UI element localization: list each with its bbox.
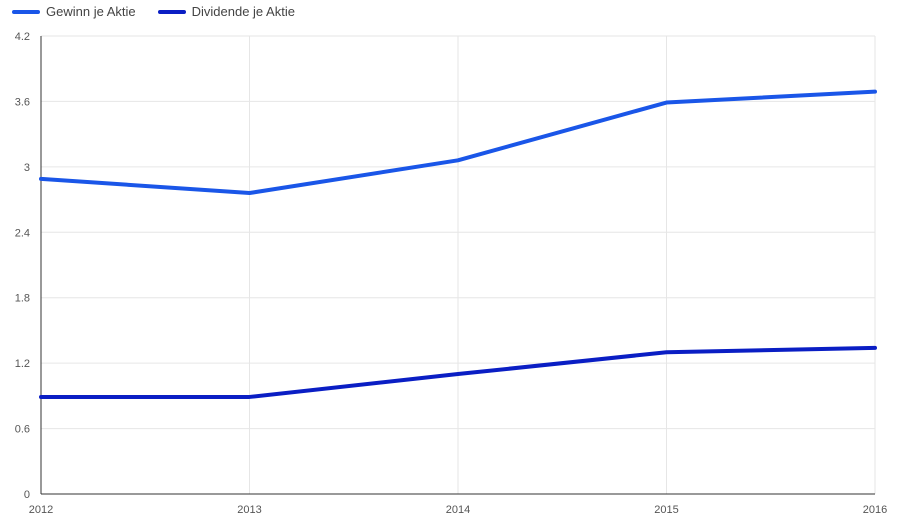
legend: Gewinn je Aktie Dividende je Aktie xyxy=(12,4,295,19)
x-tick-label: 2015 xyxy=(654,504,678,516)
x-tick-label: 2013 xyxy=(237,504,261,516)
series-line-0 xyxy=(39,89,877,196)
legend-swatch-dividende xyxy=(157,9,186,14)
x-tick-label: 2012 xyxy=(29,504,53,516)
axes xyxy=(40,36,875,495)
legend-label-dividende: Dividende je Aktie xyxy=(191,4,295,19)
tick-labels: 0 0.6 1.2 1.8 2.4 3 3.6 4.2 2012 2013 2014 2015 2016 xyxy=(15,31,888,516)
x-tick-label: 2014 xyxy=(446,504,470,516)
legend-swatch-gewinn xyxy=(12,9,40,14)
y-tick-label: 0 xyxy=(24,489,30,501)
y-tick-label: 2.4 xyxy=(15,227,30,239)
series-lines xyxy=(39,89,877,399)
y-tick-label: 3 xyxy=(24,162,30,174)
series-line-1 xyxy=(39,345,877,399)
y-tick-label: 4.2 xyxy=(15,31,30,43)
legend-item-gewinn[interactable]: Gewinn je Aktie xyxy=(12,4,136,19)
y-tick-label: 1.8 xyxy=(15,293,30,305)
legend-label-gewinn: Gewinn je Aktie xyxy=(46,4,136,19)
y-tick-label: 1.2 xyxy=(15,358,30,370)
legend-item-dividende[interactable]: Dividende je Aktie xyxy=(157,4,295,19)
y-tick-label: 3.6 xyxy=(15,96,30,108)
y-tick-label: 0.6 xyxy=(15,424,30,436)
x-tick-label: 2016 xyxy=(863,504,887,516)
grid xyxy=(41,35,876,494)
